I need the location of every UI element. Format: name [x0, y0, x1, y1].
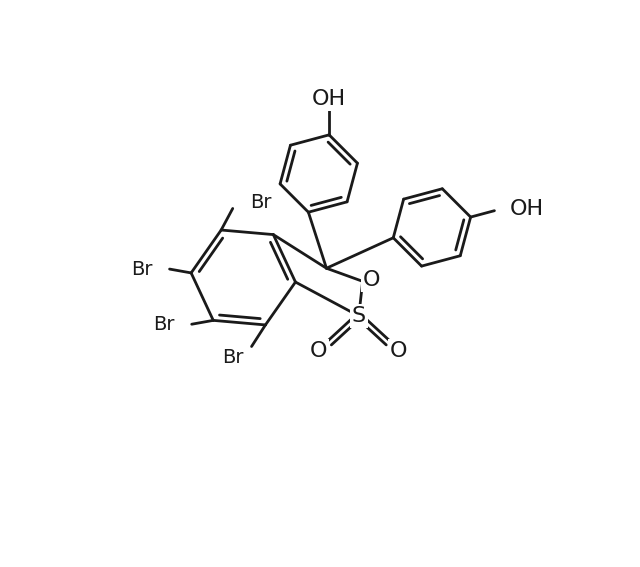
Text: O: O: [390, 341, 408, 361]
Text: OH: OH: [510, 199, 544, 219]
Text: O: O: [310, 341, 328, 361]
Text: Br: Br: [153, 315, 175, 334]
Text: Br: Br: [250, 193, 271, 212]
Text: O: O: [363, 270, 381, 290]
Text: S: S: [352, 306, 366, 326]
Text: Br: Br: [222, 348, 244, 367]
Text: OH: OH: [312, 90, 346, 109]
Text: Br: Br: [131, 260, 152, 278]
